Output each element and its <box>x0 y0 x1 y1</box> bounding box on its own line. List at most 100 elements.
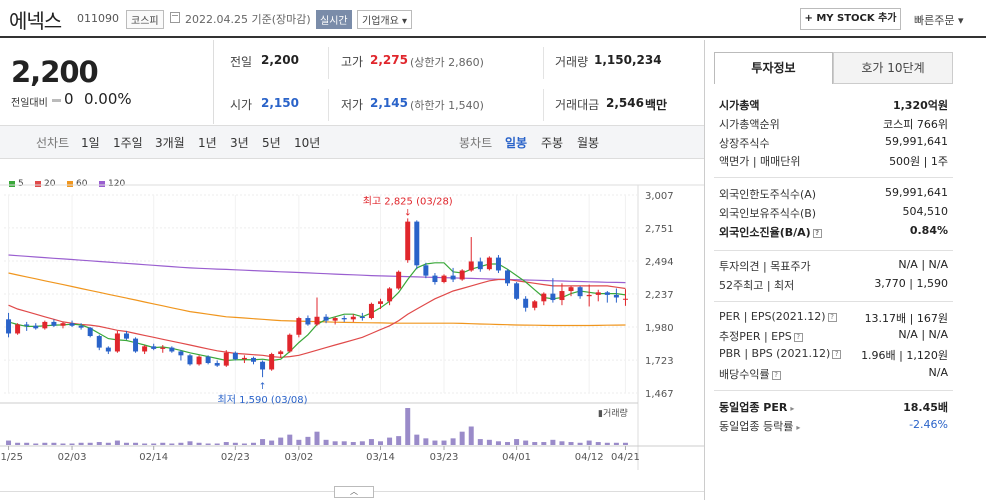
period-1w[interactable]: 1주일 <box>113 136 143 150</box>
volume-bar <box>87 442 93 445</box>
volume-bar <box>196 442 202 445</box>
period-3m[interactable]: 3개월 <box>155 136 185 150</box>
period-1y[interactable]: 1년 <box>198 136 217 150</box>
x-tick-label: 02/03 <box>58 452 87 463</box>
help-icon[interactable]: ? <box>771 370 781 380</box>
x-tick-label: 02/14 <box>139 452 168 463</box>
candle-body <box>414 221 420 266</box>
candle-body <box>550 293 556 301</box>
period-10y[interactable]: 10년 <box>294 136 321 150</box>
chevron-up-icon[interactable]: ︿ <box>334 486 374 498</box>
invest-label: 외국인소진율(B/A)? <box>719 224 822 240</box>
volume-bar <box>323 439 329 445</box>
volume-bar <box>396 436 402 445</box>
help-icon[interactable]: ? <box>812 228 822 238</box>
y-tick-label: 2,494 <box>645 257 674 268</box>
amount-label: 거래대금 <box>555 98 600 112</box>
invest-label: 투자의견 | 목표주가 <box>719 260 811 273</box>
period-5y[interactable]: 5년 <box>262 136 281 150</box>
volume-bar <box>314 431 320 445</box>
divider <box>328 89 329 121</box>
y-tick-label: 1,980 <box>645 323 674 334</box>
volume-bar <box>133 442 139 445</box>
candle-chart-label[interactable]: 봉차트 <box>459 136 493 150</box>
quick-order-dropdown[interactable]: 빠른주문 ▾ <box>914 14 964 27</box>
candle-monthly[interactable]: 월봉 <box>577 136 600 150</box>
volume-label: ▮거래량 <box>598 407 628 419</box>
volume-bar <box>287 434 293 445</box>
candlestick-chart[interactable]: 3,007 2,751 2,494 2,237 1,980 1,723 1,467 01/25… <box>0 170 704 470</box>
invest-label: 시가총액순위 <box>719 118 780 131</box>
x-tick-label: 04/21 <box>611 452 640 463</box>
volume-bar <box>6 440 12 445</box>
candle-body <box>305 318 311 325</box>
volume-bar <box>368 439 374 445</box>
candle-body <box>323 316 329 321</box>
change-value: 0 <box>64 90 74 108</box>
low-annotation: 최저 1,590 (03/08) <box>218 394 308 406</box>
arrow-down-icon: ↓ <box>404 208 412 218</box>
prev-close-label: 전일 <box>230 55 253 69</box>
candle-body <box>223 352 229 366</box>
help-icon[interactable]: ? <box>827 312 837 322</box>
y-tick-label: 3,007 <box>645 191 674 202</box>
price-box <box>0 40 214 124</box>
candle-body <box>350 316 356 320</box>
candle-body <box>178 351 184 356</box>
volume-bar <box>459 431 465 445</box>
volume-bar <box>232 442 238 445</box>
chart-toolbar <box>0 125 704 159</box>
invest-value: 13.17배 | 167원 <box>864 312 948 325</box>
divider <box>328 47 329 79</box>
high-value: 2,275 <box>370 53 408 67</box>
invest-value: 1.96배 | 1,120원 <box>861 349 948 362</box>
chevron-right-icon[interactable]: ▸ <box>796 423 801 432</box>
legend-ma20: 20 <box>44 179 56 189</box>
volume-bar <box>622 442 628 445</box>
line-chart-label[interactable]: 선차트 <box>36 136 70 150</box>
high-annotation: 최고 2,825 (03/28) <box>363 195 453 207</box>
amount-value: 2,546 <box>606 96 644 110</box>
change-label: 전일대비 <box>11 98 48 109</box>
volume-bar <box>214 443 220 445</box>
realtime-button[interactable]: 실시간 <box>316 10 352 29</box>
volume-bar <box>604 442 610 445</box>
volume-bar <box>260 439 266 445</box>
candle-body <box>169 347 175 352</box>
candle-body <box>432 275 438 283</box>
x-tick-label: 01/25 <box>0 452 23 463</box>
candle-daily[interactable]: 일봉 <box>505 136 528 150</box>
candle-body <box>269 354 275 370</box>
invest-label: 52주최고 | 최저 <box>719 279 795 292</box>
volume-bar <box>532 442 538 445</box>
candle-body <box>114 333 120 352</box>
volume-bar <box>613 442 619 445</box>
lower-limit: (하한가 1,540) <box>410 99 484 112</box>
company-overview-dropdown[interactable]: 기업개요 ▾ <box>357 10 412 29</box>
invest-info-panel <box>704 40 986 500</box>
help-icon[interactable]: ? <box>793 332 803 342</box>
add-mystock-button[interactable]: + MY STOCK 추가 <box>800 8 901 30</box>
volume-bar <box>477 439 483 445</box>
candle-body <box>387 288 393 302</box>
volume-bar <box>305 436 311 445</box>
prev-close-value: 2,200 <box>261 53 299 67</box>
chevron-right-icon[interactable]: ▸ <box>790 404 795 413</box>
candle-weekly[interactable]: 주봉 <box>541 136 564 150</box>
tab-invest-info[interactable]: 투자정보 <box>714 52 833 84</box>
invest-value: 코스피 766위 <box>883 118 948 131</box>
legend-swatch <box>99 181 105 187</box>
candle-body <box>232 352 238 360</box>
period-3y[interactable]: 3년 <box>230 136 249 150</box>
volume-bar <box>96 442 102 445</box>
candle-body <box>396 271 402 289</box>
volume-bar <box>414 434 420 445</box>
help-icon[interactable]: ? <box>832 349 842 359</box>
base-date: 2022.04.25 기준(장마감) <box>185 13 311 26</box>
invest-value: 0.84% <box>909 224 948 237</box>
volume-bar <box>187 441 193 445</box>
period-1d[interactable]: 1일 <box>81 136 100 150</box>
candle-body <box>532 301 538 308</box>
tab-orderbook[interactable]: 호가 10단계 <box>833 52 953 84</box>
candle-body <box>24 324 30 326</box>
